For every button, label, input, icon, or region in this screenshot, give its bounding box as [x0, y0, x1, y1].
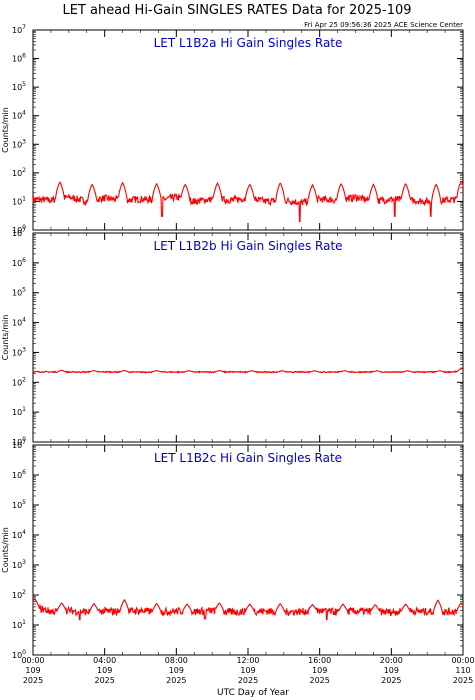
x-tick-year: 2025 [94, 676, 114, 685]
panel-2: 100 101 102 103 104 105 106 107 Counts/min LET L1… [1, 227, 464, 447]
series-line [32, 180, 464, 222]
panel-3: 100 101 102 103 104 105 106 107 Counts/min LET L1… [1, 439, 464, 660]
y-tick-label: 106 [12, 469, 26, 480]
y-tick-label: 105 [12, 499, 26, 510]
x-tick-doy: 109 [312, 666, 327, 675]
series-line [32, 598, 464, 621]
x-tick-doy: 109 [384, 666, 399, 675]
x-axis: 00:00109202504:00109202508:00109202512:0… [21, 656, 474, 685]
y-tick-label: 107 [12, 227, 26, 238]
y-tick-label: 104 [12, 529, 26, 540]
y-tick-label: 100 [12, 436, 26, 447]
y-tick-label: 104 [12, 317, 26, 328]
x-tick-doy: 110 [455, 666, 470, 675]
y-tick-label: 105 [12, 287, 26, 298]
y-tick-label: 103 [12, 559, 26, 570]
panels: 100 101 102 103 104 105 106 107 Counts/min LET L1… [1, 24, 464, 660]
x-tick-year: 2025 [453, 676, 473, 685]
y-tick-label: 100 [12, 649, 26, 660]
x-tick-time: 04:00 [93, 656, 116, 665]
y-tick-label: 101 [12, 619, 26, 630]
y-tick-label: 103 [12, 138, 26, 149]
x-axis-label: UTC Day of Year [217, 688, 289, 698]
y-tick-label: 101 [12, 406, 26, 417]
x-tick-year: 2025 [238, 676, 258, 685]
y-tick-label: 102 [12, 589, 26, 600]
y-tick-label: 100 [12, 224, 26, 235]
y-tick-label: 101 [12, 195, 26, 206]
x-tick-time: 08:00 [165, 656, 188, 665]
panel-title: LET L1B2b Hi Gain Singles Rate [153, 239, 342, 253]
panel-frame [32, 232, 464, 443]
x-tick-time: 00:00 [21, 656, 44, 665]
y-tick-label: 104 [12, 110, 26, 121]
x-tick-year: 2025 [381, 676, 401, 685]
x-tick-year: 2025 [309, 676, 329, 685]
y-tick-label: 102 [12, 167, 26, 178]
y-axis-label: Counts/min [1, 107, 10, 153]
x-tick-year: 2025 [23, 676, 43, 685]
y-axis-label: Counts/min [1, 527, 10, 573]
panel-title: LET L1B2c Hi Gain Singles Rate [154, 451, 342, 465]
x-tick-time: 16:00 [308, 656, 331, 665]
panel-title: LET L1B2a Hi Gain Singles Rate [154, 36, 343, 50]
y-tick-label: 107 [12, 439, 26, 450]
y-tick-label: 102 [12, 376, 26, 387]
series-line [32, 368, 464, 374]
y-axis-label: Counts/min [1, 315, 10, 361]
x-tick-doy: 109 [240, 666, 255, 675]
x-tick-time: 00:00 [451, 656, 474, 665]
x-tick-doy: 109 [25, 666, 40, 675]
y-tick-label: 106 [12, 257, 26, 268]
y-tick-label: 103 [12, 346, 26, 357]
x-tick-time: 20:00 [380, 656, 403, 665]
figure-title: LET ahead Hi-Gain SINGLES RATES Data for… [62, 3, 411, 18]
y-tick-label: 105 [12, 81, 26, 92]
y-tick-label: 107 [12, 24, 26, 35]
generation-timestamp: Fri Apr 25 09:56:36 2025 ACE Science Cen… [304, 21, 463, 29]
panel-frame [32, 444, 464, 656]
x-tick-year: 2025 [166, 676, 186, 685]
x-tick-time: 12:00 [236, 656, 259, 665]
x-tick-doy: 109 [97, 666, 112, 675]
y-tick-label: 106 [12, 53, 26, 64]
x-tick-doy: 109 [169, 666, 184, 675]
panel-1: 100 101 102 103 104 105 106 107 Counts/min LET L1… [1, 24, 464, 235]
